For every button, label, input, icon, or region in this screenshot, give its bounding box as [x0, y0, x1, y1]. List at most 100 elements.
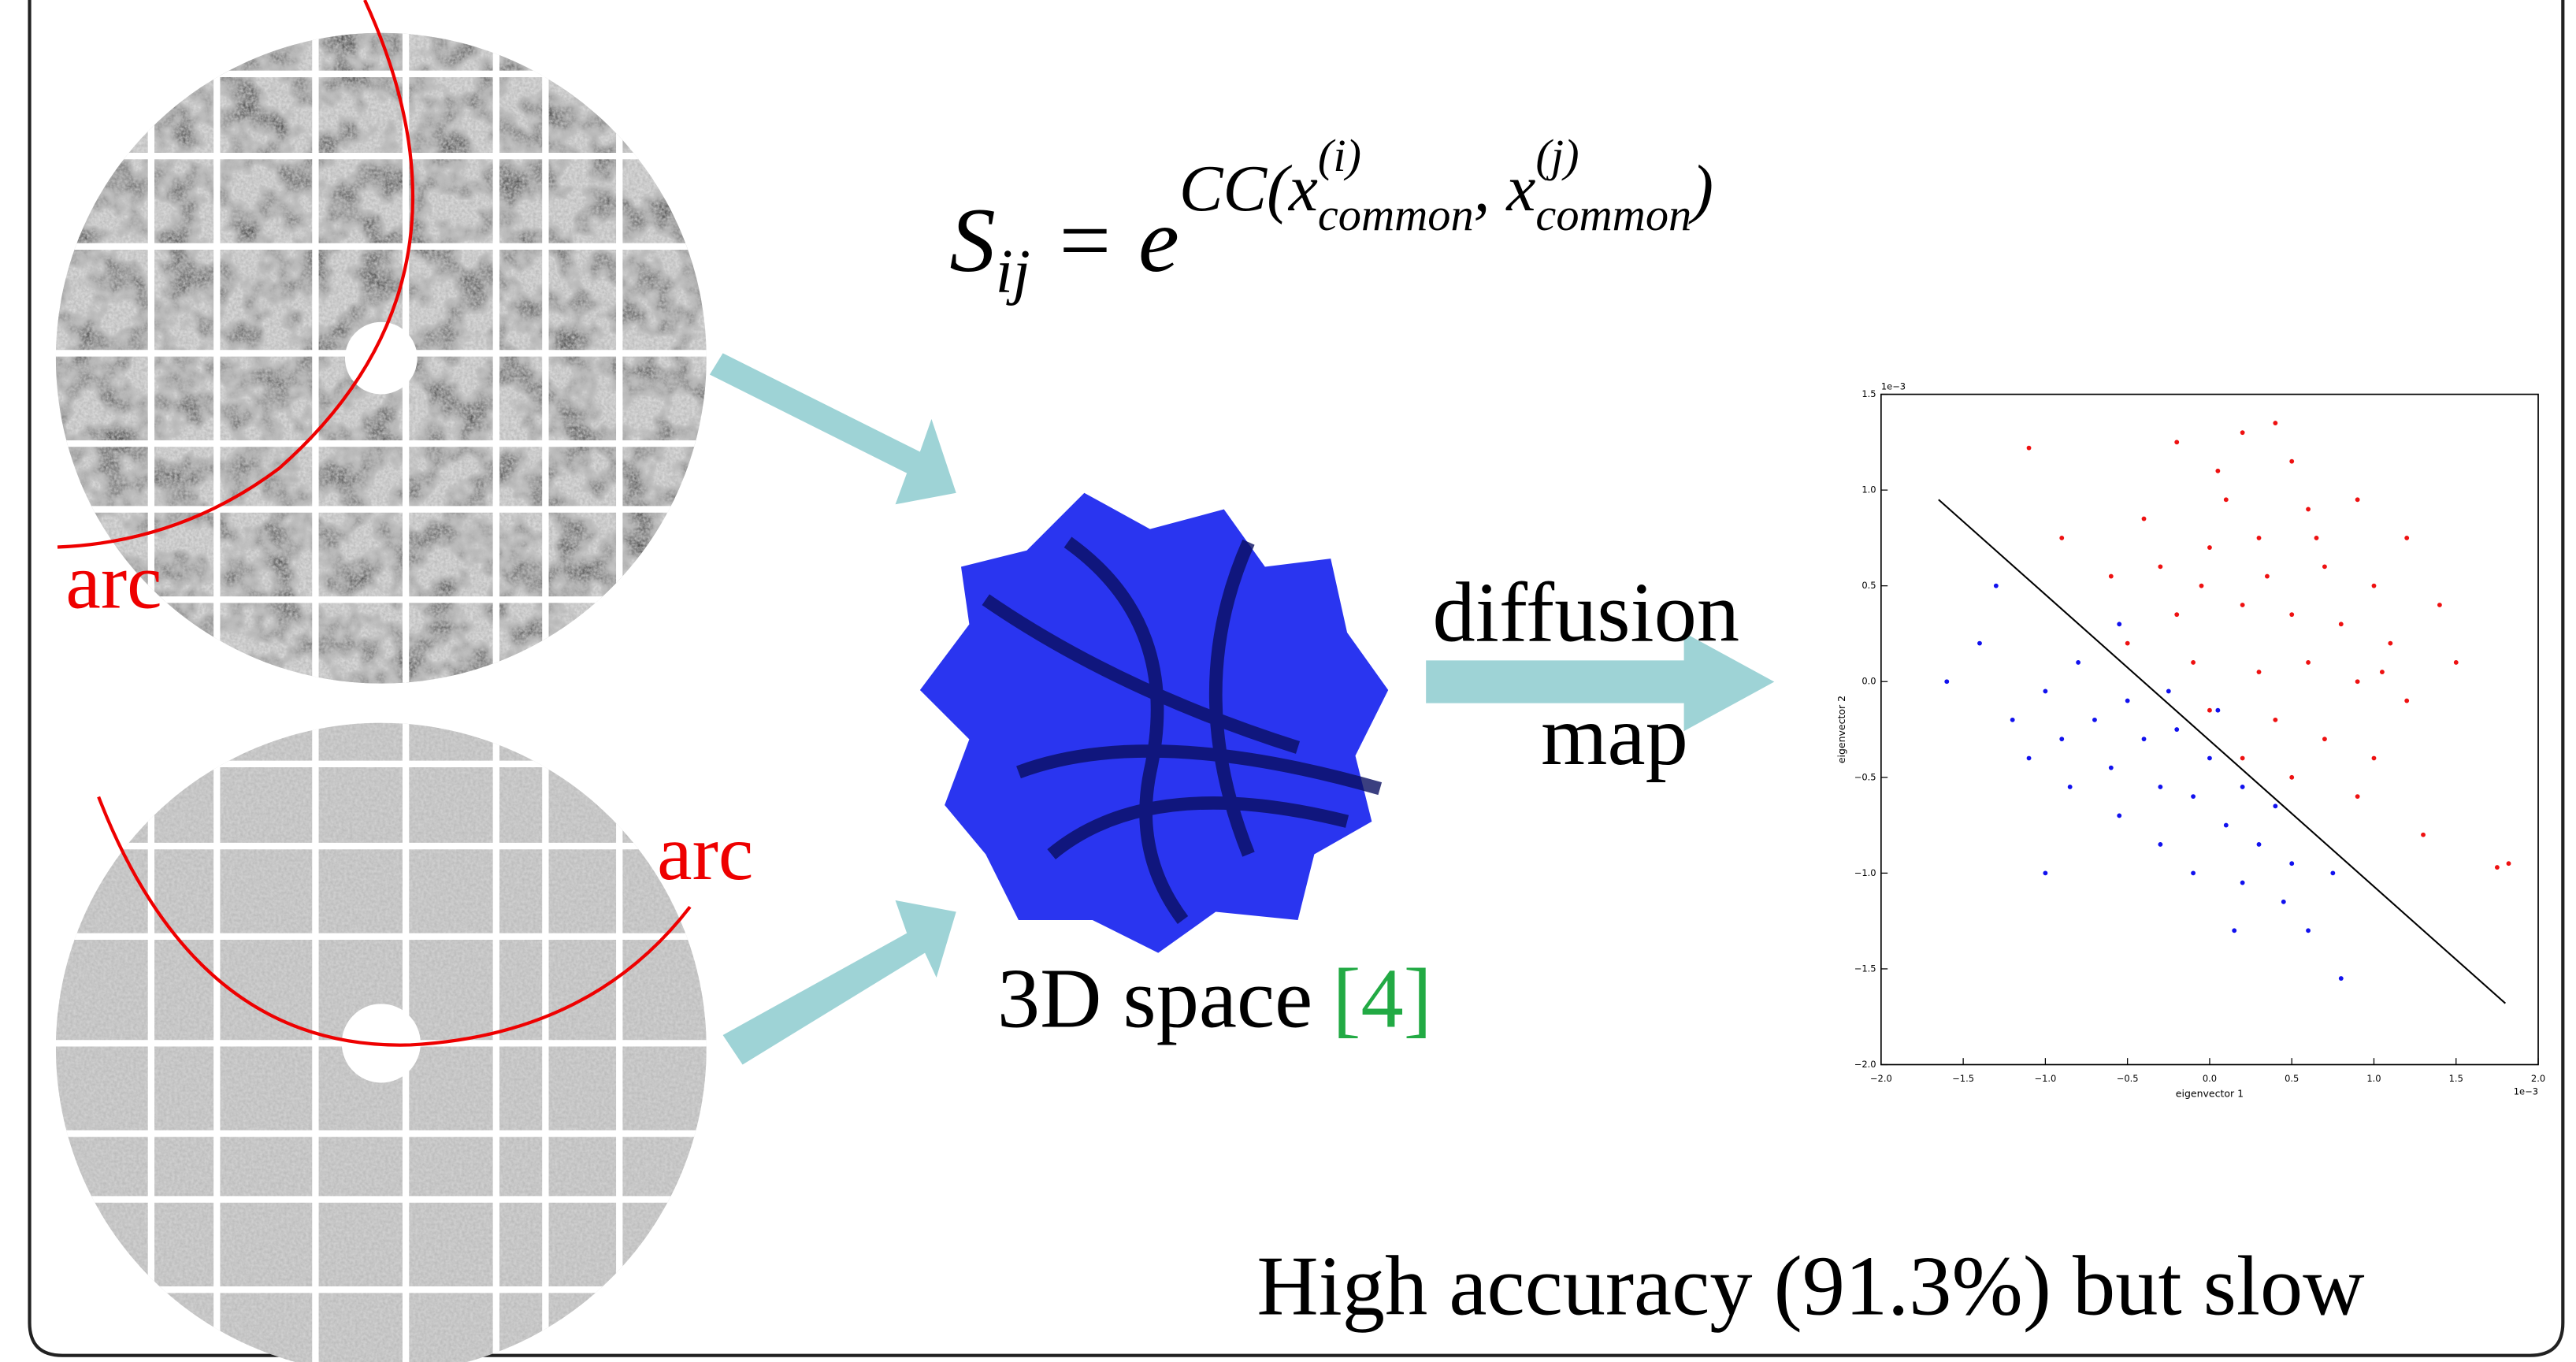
point: [2117, 622, 2122, 627]
x-tick-label: 2.0: [2531, 1073, 2545, 1084]
arrow: [709, 353, 956, 505]
arc-curve: [57, 0, 415, 549]
point: [2092, 717, 2097, 722]
point: [2141, 516, 2147, 521]
y-tick-label: −1.5: [1854, 963, 1876, 974]
y-offset-label: 1e−3: [1881, 380, 1906, 392]
point: [2265, 573, 2270, 579]
x-tick-label: 1.0: [2366, 1073, 2381, 1084]
point: [2330, 870, 2336, 876]
boundary-line: [1938, 499, 2507, 1004]
point: [2306, 660, 2311, 665]
point: [2059, 737, 2065, 742]
point: [2059, 535, 2065, 540]
point: [2306, 507, 2311, 512]
point: [2289, 774, 2295, 780]
formula-part: (i): [1318, 130, 1361, 181]
x-tick-label: −1.5: [1952, 1073, 1974, 1084]
structure-fold: [982, 536, 1383, 924]
point: [2437, 603, 2442, 607]
x-tick-label: 0.5: [2285, 1073, 2299, 1084]
arc-label: arc: [65, 538, 161, 625]
point: [2108, 765, 2114, 770]
point: [2256, 535, 2262, 540]
y-tick-label: −1.0: [1854, 867, 1876, 878]
point: [2117, 813, 2122, 818]
y-tick-label: 0.5: [1861, 580, 1876, 591]
space-label: 3D space [4]: [997, 952, 1432, 1046]
point: [2371, 583, 2377, 588]
point: [2240, 430, 2245, 436]
point: [2289, 612, 2295, 618]
point: [2404, 698, 2410, 703]
beam-hole: [344, 321, 418, 395]
point: [2207, 545, 2212, 550]
formula-part: , x: [1474, 153, 1536, 225]
point: [2273, 803, 2278, 809]
conclusion: High accuracy (91.3%) but slow: [1256, 1239, 2364, 1334]
point: [2043, 870, 2048, 876]
formula-part: ): [1688, 153, 1713, 225]
point: [2240, 880, 2245, 885]
point: [2256, 670, 2262, 675]
point: [2158, 785, 2163, 789]
point: [2371, 755, 2377, 761]
point: [2067, 785, 2073, 789]
x-tick-label: 1.5: [2449, 1073, 2463, 1084]
point: [1977, 640, 1982, 646]
method-label: diffusion: [1433, 565, 1740, 659]
point: [2223, 822, 2229, 828]
slide-frame: [28, 0, 2565, 1357]
point: [2338, 976, 2344, 982]
point: [2388, 640, 2393, 646]
point: [2322, 737, 2327, 742]
detector-image-top: [55, 32, 707, 684]
point: [2421, 832, 2426, 837]
point: [2273, 717, 2278, 722]
x-tick-label: 0.0: [2203, 1073, 2217, 1084]
point: [2207, 707, 2212, 713]
point: [2174, 612, 2180, 618]
point: [2174, 727, 2180, 732]
point: [2273, 421, 2278, 425]
point: [2232, 928, 2237, 933]
point: [2215, 468, 2221, 473]
point: [2379, 670, 2385, 675]
arc-curve: [97, 796, 692, 1047]
arrow: [722, 900, 956, 1065]
point: [2215, 707, 2221, 713]
point: [2355, 679, 2360, 685]
point: [2158, 564, 2163, 570]
space-text: 3D space: [997, 952, 1312, 1046]
structure-3d: [919, 492, 1389, 953]
point: [2289, 458, 2295, 464]
point: [2207, 755, 2212, 761]
y-tick-label: 1.0: [1861, 484, 1876, 495]
x-tick-label: −0.5: [2117, 1073, 2139, 1084]
formula-part: ij: [996, 237, 1030, 306]
point: [2453, 660, 2459, 665]
point: [2506, 861, 2511, 867]
point: [2125, 640, 2130, 646]
scatter-plot: −2.0 −1.5 −1.0 −0.5 0.0 0.5 1.0 1.5 2.0 −2.0 −1.5 −…: [1835, 380, 2545, 1099]
point: [2338, 622, 2344, 627]
point: [2026, 755, 2032, 761]
point: [2404, 535, 2410, 540]
point: [2322, 564, 2327, 570]
x-tick-label: −2.0: [1870, 1073, 1892, 1084]
point: [2076, 660, 2081, 665]
point: [2314, 535, 2319, 540]
point: [2494, 865, 2500, 870]
point: [2289, 861, 2295, 867]
y-axis-label: eigenvector 2: [1835, 696, 1847, 763]
formula-part: S: [949, 190, 995, 291]
point: [1944, 679, 1950, 685]
method-label: map: [1541, 688, 1688, 783]
formula-part: = e: [1030, 190, 1179, 291]
point: [2108, 573, 2114, 579]
formula-part: common: [1318, 189, 1474, 240]
detector-image-bottom: [55, 722, 707, 1362]
point: [2240, 755, 2245, 761]
x-axis-label: eigenvector 1: [2176, 1087, 2244, 1099]
